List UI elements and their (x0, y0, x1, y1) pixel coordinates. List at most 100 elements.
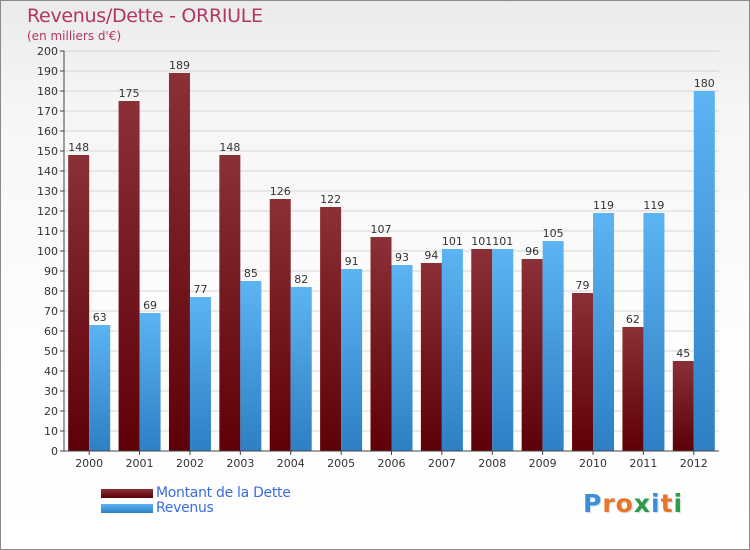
logo-letter: x (633, 489, 651, 518)
x-tick-label: 2001 (126, 457, 154, 470)
y-tick-label: 10 (44, 425, 58, 438)
x-tick-label: 2000 (75, 457, 103, 470)
data-label: 45 (676, 347, 690, 360)
x-tick-label: 2012 (680, 457, 708, 470)
y-tick-label: 90 (44, 265, 58, 278)
bar-revenus (492, 249, 514, 451)
data-label: 91 (345, 255, 359, 268)
y-tick-label: 160 (37, 125, 58, 138)
data-label: 189 (169, 59, 190, 72)
bar-dette (521, 259, 543, 451)
legend-swatch-revenus (101, 504, 153, 513)
data-label: 119 (643, 199, 664, 212)
x-tick-label: 2005 (327, 457, 355, 470)
bar-dette (420, 263, 442, 451)
x-tick-label: 2008 (478, 457, 506, 470)
bar-revenus (139, 313, 161, 451)
bar-dette (471, 249, 493, 451)
logo-letter: i (651, 489, 661, 518)
axes: 0 10 20 30 40 50 60 70 80 90 100 110 120 130 140 150 160… (37, 45, 719, 470)
bar-revenus (391, 265, 413, 451)
proxiti-logo: Proxiti (583, 489, 683, 518)
bar-revenus (693, 91, 715, 451)
bar-dette (269, 199, 291, 451)
y-tick-label: 120 (37, 205, 58, 218)
bar-revenus (189, 297, 211, 451)
data-label: 96 (525, 245, 539, 258)
data-label: 107 (371, 223, 392, 236)
x-tick-label: 2004 (277, 457, 305, 470)
y-tick-label: 170 (37, 105, 58, 118)
chart-title: Revenus/Dette - ORRIULE (27, 5, 263, 27)
y-tick-label: 110 (37, 225, 58, 238)
legend-label-revenus: Revenus (156, 500, 214, 516)
logo-letter: o (615, 489, 634, 518)
chart-subtitle: (en milliers d'€) (27, 29, 122, 43)
data-label: 148 (219, 141, 240, 154)
bar-dette (118, 101, 140, 451)
bar-dette (320, 207, 342, 451)
bar-revenus (643, 213, 665, 451)
data-label: 119 (593, 199, 614, 212)
legend-swatch-dette (101, 489, 153, 498)
bar-dette (68, 155, 90, 451)
y-tick-label: 30 (44, 385, 58, 398)
data-label: 148 (68, 141, 89, 154)
bar-revenus (542, 241, 564, 451)
data-label: 63 (93, 311, 107, 324)
data-label: 101 (492, 235, 513, 248)
x-tick-label: 2009 (529, 457, 557, 470)
y-tick-label: 60 (44, 325, 58, 338)
data-label: 175 (119, 87, 140, 100)
bar-revenus (89, 325, 111, 451)
y-tick-label: 140 (37, 165, 58, 178)
y-tick-label: 40 (44, 365, 58, 378)
bar-dette (168, 73, 190, 451)
y-tick-label: 20 (44, 405, 58, 418)
bar-revenus (240, 281, 262, 451)
data-label: 94 (424, 249, 438, 262)
bar-revenus (290, 287, 312, 451)
y-tick-label: 180 (37, 85, 58, 98)
data-label: 122 (320, 193, 341, 206)
x-tick-label: 2011 (629, 457, 657, 470)
bar-dette (370, 237, 392, 451)
logo-letter: t (660, 489, 674, 518)
data-label: 85 (244, 267, 258, 280)
data-label: 126 (270, 185, 291, 198)
x-tick-label: 2006 (378, 457, 406, 470)
y-tick-label: 50 (44, 345, 58, 358)
x-tick-label: 2002 (176, 457, 204, 470)
bar-dette (672, 361, 694, 451)
data-label: 180 (694, 77, 715, 90)
bar-dette (572, 293, 594, 451)
y-tick-label: 100 (37, 245, 58, 258)
x-tick-label: 2010 (579, 457, 607, 470)
y-tick-label: 70 (44, 305, 58, 318)
data-label: 77 (193, 283, 207, 296)
bar-revenus (441, 249, 463, 451)
data-label: 101 (471, 235, 492, 248)
data-label: 79 (576, 279, 590, 292)
y-tick-label: 200 (37, 45, 58, 58)
y-tick-label: 190 (37, 65, 58, 78)
data-label: 101 (442, 235, 463, 248)
y-tick-label: 80 (44, 285, 58, 298)
data-labels: 148 63 175 69 189 77 148 85 126 82 122 91 107 93 94 101… (68, 59, 715, 360)
logo-letter: i (673, 489, 684, 518)
bar-dette (622, 327, 644, 451)
logo-letter: r (602, 489, 616, 518)
bar-revenus (341, 269, 363, 451)
data-label: 105 (543, 227, 564, 240)
y-tick-label: 150 (37, 145, 58, 158)
data-label: 69 (143, 299, 157, 312)
x-tick-label: 2007 (428, 457, 456, 470)
bar-dette (219, 155, 241, 451)
data-label: 93 (395, 251, 409, 264)
logo-letter: P (583, 489, 603, 518)
y-tick-label: 130 (37, 185, 58, 198)
legend-label-dette: Montant de la Dette (156, 485, 291, 501)
x-tick-label: 2003 (226, 457, 254, 470)
